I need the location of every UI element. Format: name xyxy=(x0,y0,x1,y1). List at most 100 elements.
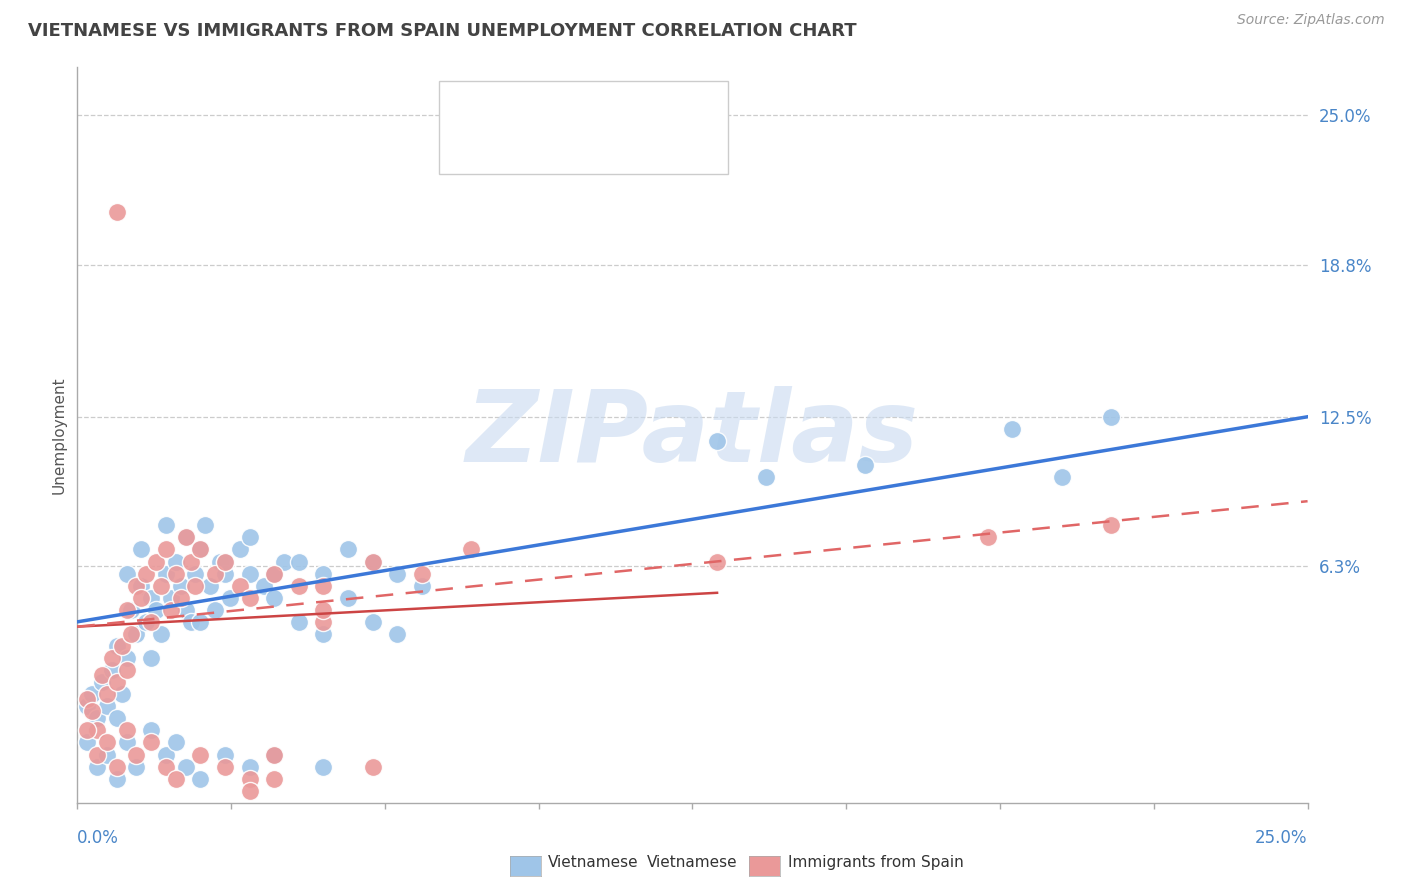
Point xyxy=(1099,409,1122,424)
Point xyxy=(214,759,236,773)
Point xyxy=(273,555,295,569)
Point xyxy=(190,747,212,762)
Point xyxy=(853,458,876,472)
Point xyxy=(239,591,262,605)
Point xyxy=(170,591,193,605)
Point xyxy=(239,772,262,786)
Point xyxy=(96,699,118,714)
Point xyxy=(165,555,187,569)
Point xyxy=(180,555,202,569)
Point xyxy=(204,566,226,581)
Point xyxy=(263,591,285,605)
Point xyxy=(105,772,128,786)
Point xyxy=(141,723,163,738)
Point xyxy=(165,735,187,749)
Point xyxy=(337,591,360,605)
Point xyxy=(155,759,177,773)
Point xyxy=(115,663,138,677)
Point xyxy=(82,704,104,718)
Point xyxy=(263,772,285,786)
Point xyxy=(125,747,148,762)
Point xyxy=(131,542,153,557)
Point xyxy=(411,566,433,581)
Point xyxy=(239,783,262,797)
Point xyxy=(105,204,128,219)
Point xyxy=(170,579,193,593)
Point xyxy=(190,542,212,557)
Point xyxy=(253,579,276,593)
Point xyxy=(361,759,384,773)
Point xyxy=(337,542,360,557)
Point xyxy=(141,615,163,629)
Point xyxy=(145,555,167,569)
Text: 0.090: 0.090 xyxy=(562,139,609,158)
Point xyxy=(288,579,311,593)
Text: 57: 57 xyxy=(675,139,695,158)
Point xyxy=(263,747,285,762)
Point xyxy=(184,579,207,593)
Point xyxy=(160,603,183,617)
Point xyxy=(460,542,482,557)
Point xyxy=(155,566,177,581)
Point xyxy=(214,566,236,581)
Point xyxy=(204,603,226,617)
Point xyxy=(312,566,335,581)
Point xyxy=(125,579,148,593)
Point xyxy=(155,518,177,533)
Point xyxy=(174,530,197,544)
Point xyxy=(111,687,132,701)
Point xyxy=(86,711,108,725)
Point xyxy=(239,566,262,581)
Point xyxy=(174,759,197,773)
Point xyxy=(160,591,183,605)
Point xyxy=(135,615,157,629)
Point xyxy=(219,591,242,605)
Point xyxy=(214,747,236,762)
Point xyxy=(121,627,143,641)
Point xyxy=(312,579,335,593)
Point xyxy=(263,747,285,762)
Text: R =: R = xyxy=(517,97,553,116)
Point xyxy=(387,627,409,641)
Point xyxy=(165,566,187,581)
Point xyxy=(115,651,138,665)
Text: Source: ZipAtlas.com: Source: ZipAtlas.com xyxy=(1237,13,1385,28)
Point xyxy=(229,579,252,593)
Text: 76: 76 xyxy=(675,97,695,116)
Point xyxy=(86,723,108,738)
Point xyxy=(101,663,124,677)
Point xyxy=(145,603,167,617)
Point xyxy=(706,555,728,569)
Point xyxy=(141,735,163,749)
Point xyxy=(86,747,108,762)
Point xyxy=(288,555,311,569)
Point xyxy=(131,591,153,605)
Point xyxy=(141,591,163,605)
Text: R =: R = xyxy=(517,139,553,158)
Point xyxy=(150,579,173,593)
Point xyxy=(165,772,187,786)
Point xyxy=(90,668,114,682)
Point xyxy=(96,735,118,749)
Point xyxy=(361,555,384,569)
Point xyxy=(76,699,98,714)
Point xyxy=(105,711,128,725)
Point xyxy=(150,627,173,641)
Point xyxy=(312,615,335,629)
Point xyxy=(200,579,222,593)
Point xyxy=(82,687,104,701)
Point xyxy=(96,687,118,701)
Text: N =: N = xyxy=(627,139,673,158)
Text: Immigrants from Spain: Immigrants from Spain xyxy=(787,855,965,870)
Point xyxy=(155,747,177,762)
Point xyxy=(125,759,148,773)
Point xyxy=(214,555,236,569)
Point xyxy=(361,615,384,629)
Point xyxy=(190,772,212,786)
Point xyxy=(312,603,335,617)
Point xyxy=(105,675,128,690)
Point xyxy=(209,555,232,569)
Point xyxy=(263,566,285,581)
Point xyxy=(263,566,285,581)
Point xyxy=(76,735,98,749)
